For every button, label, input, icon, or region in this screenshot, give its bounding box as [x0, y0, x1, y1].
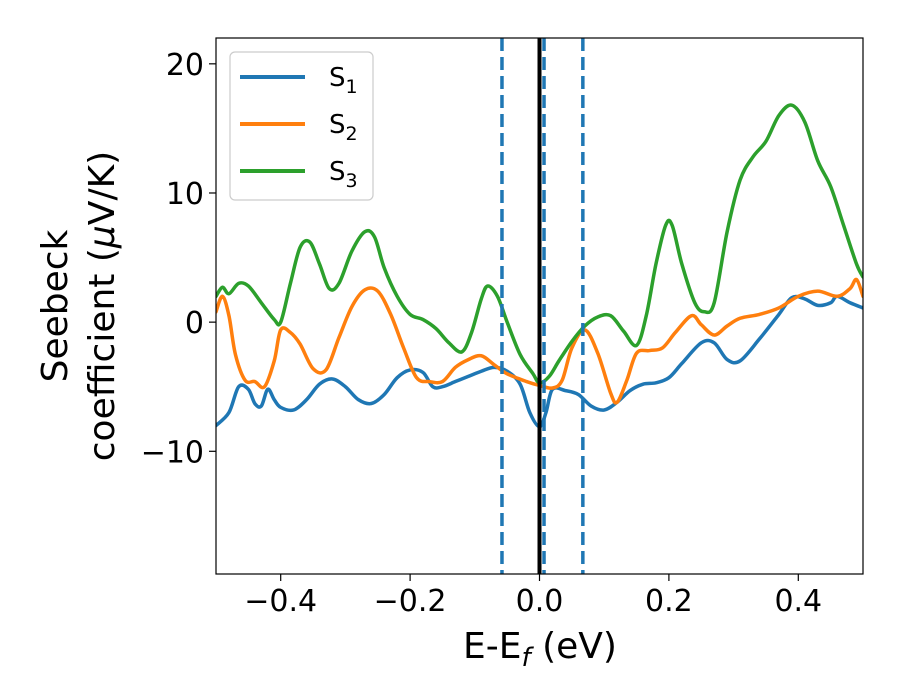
y-tick-label: 0 — [185, 306, 204, 341]
x-tick-label: 0.4 — [774, 584, 822, 619]
y-axis-label-line2: coefficient (μV/K) — [82, 151, 123, 461]
x-tick-label: −0.2 — [374, 584, 447, 619]
legend-label-s2: S2 — [329, 110, 358, 145]
x-tick-label: 0.2 — [645, 584, 693, 619]
series-line-s1 — [216, 294, 863, 429]
legend-item-s3: S3 — [240, 157, 358, 192]
x-tick-label: 0.0 — [516, 584, 564, 619]
legend-item-s1: S1 — [240, 63, 358, 98]
plot-data-layer — [216, 38, 863, 574]
series-line-s3 — [216, 103, 863, 385]
legend-label-s3: S3 — [329, 157, 358, 192]
x-tick-label: −0.4 — [244, 584, 317, 619]
y-axis-label: Seebeck coefficient (μV/K) — [35, 151, 123, 461]
y-tick-label: 10 — [166, 177, 204, 212]
series-line-s2 — [216, 277, 863, 405]
axis-ticks: −0.4 −0.2 0.0 0.2 0.4 −10 0 10 20 — [141, 48, 822, 619]
x-axis-label: E-Ef (eV) — [463, 626, 617, 673]
legend: S1 S2 S3 — [229, 51, 374, 201]
y-axis-label-line1: Seebeck — [35, 229, 76, 382]
y-tick-label: −10 — [141, 435, 204, 470]
y-tick-label: 20 — [166, 48, 204, 83]
legend-item-s2: S2 — [240, 110, 358, 145]
legend-label-s1: S1 — [329, 63, 358, 98]
